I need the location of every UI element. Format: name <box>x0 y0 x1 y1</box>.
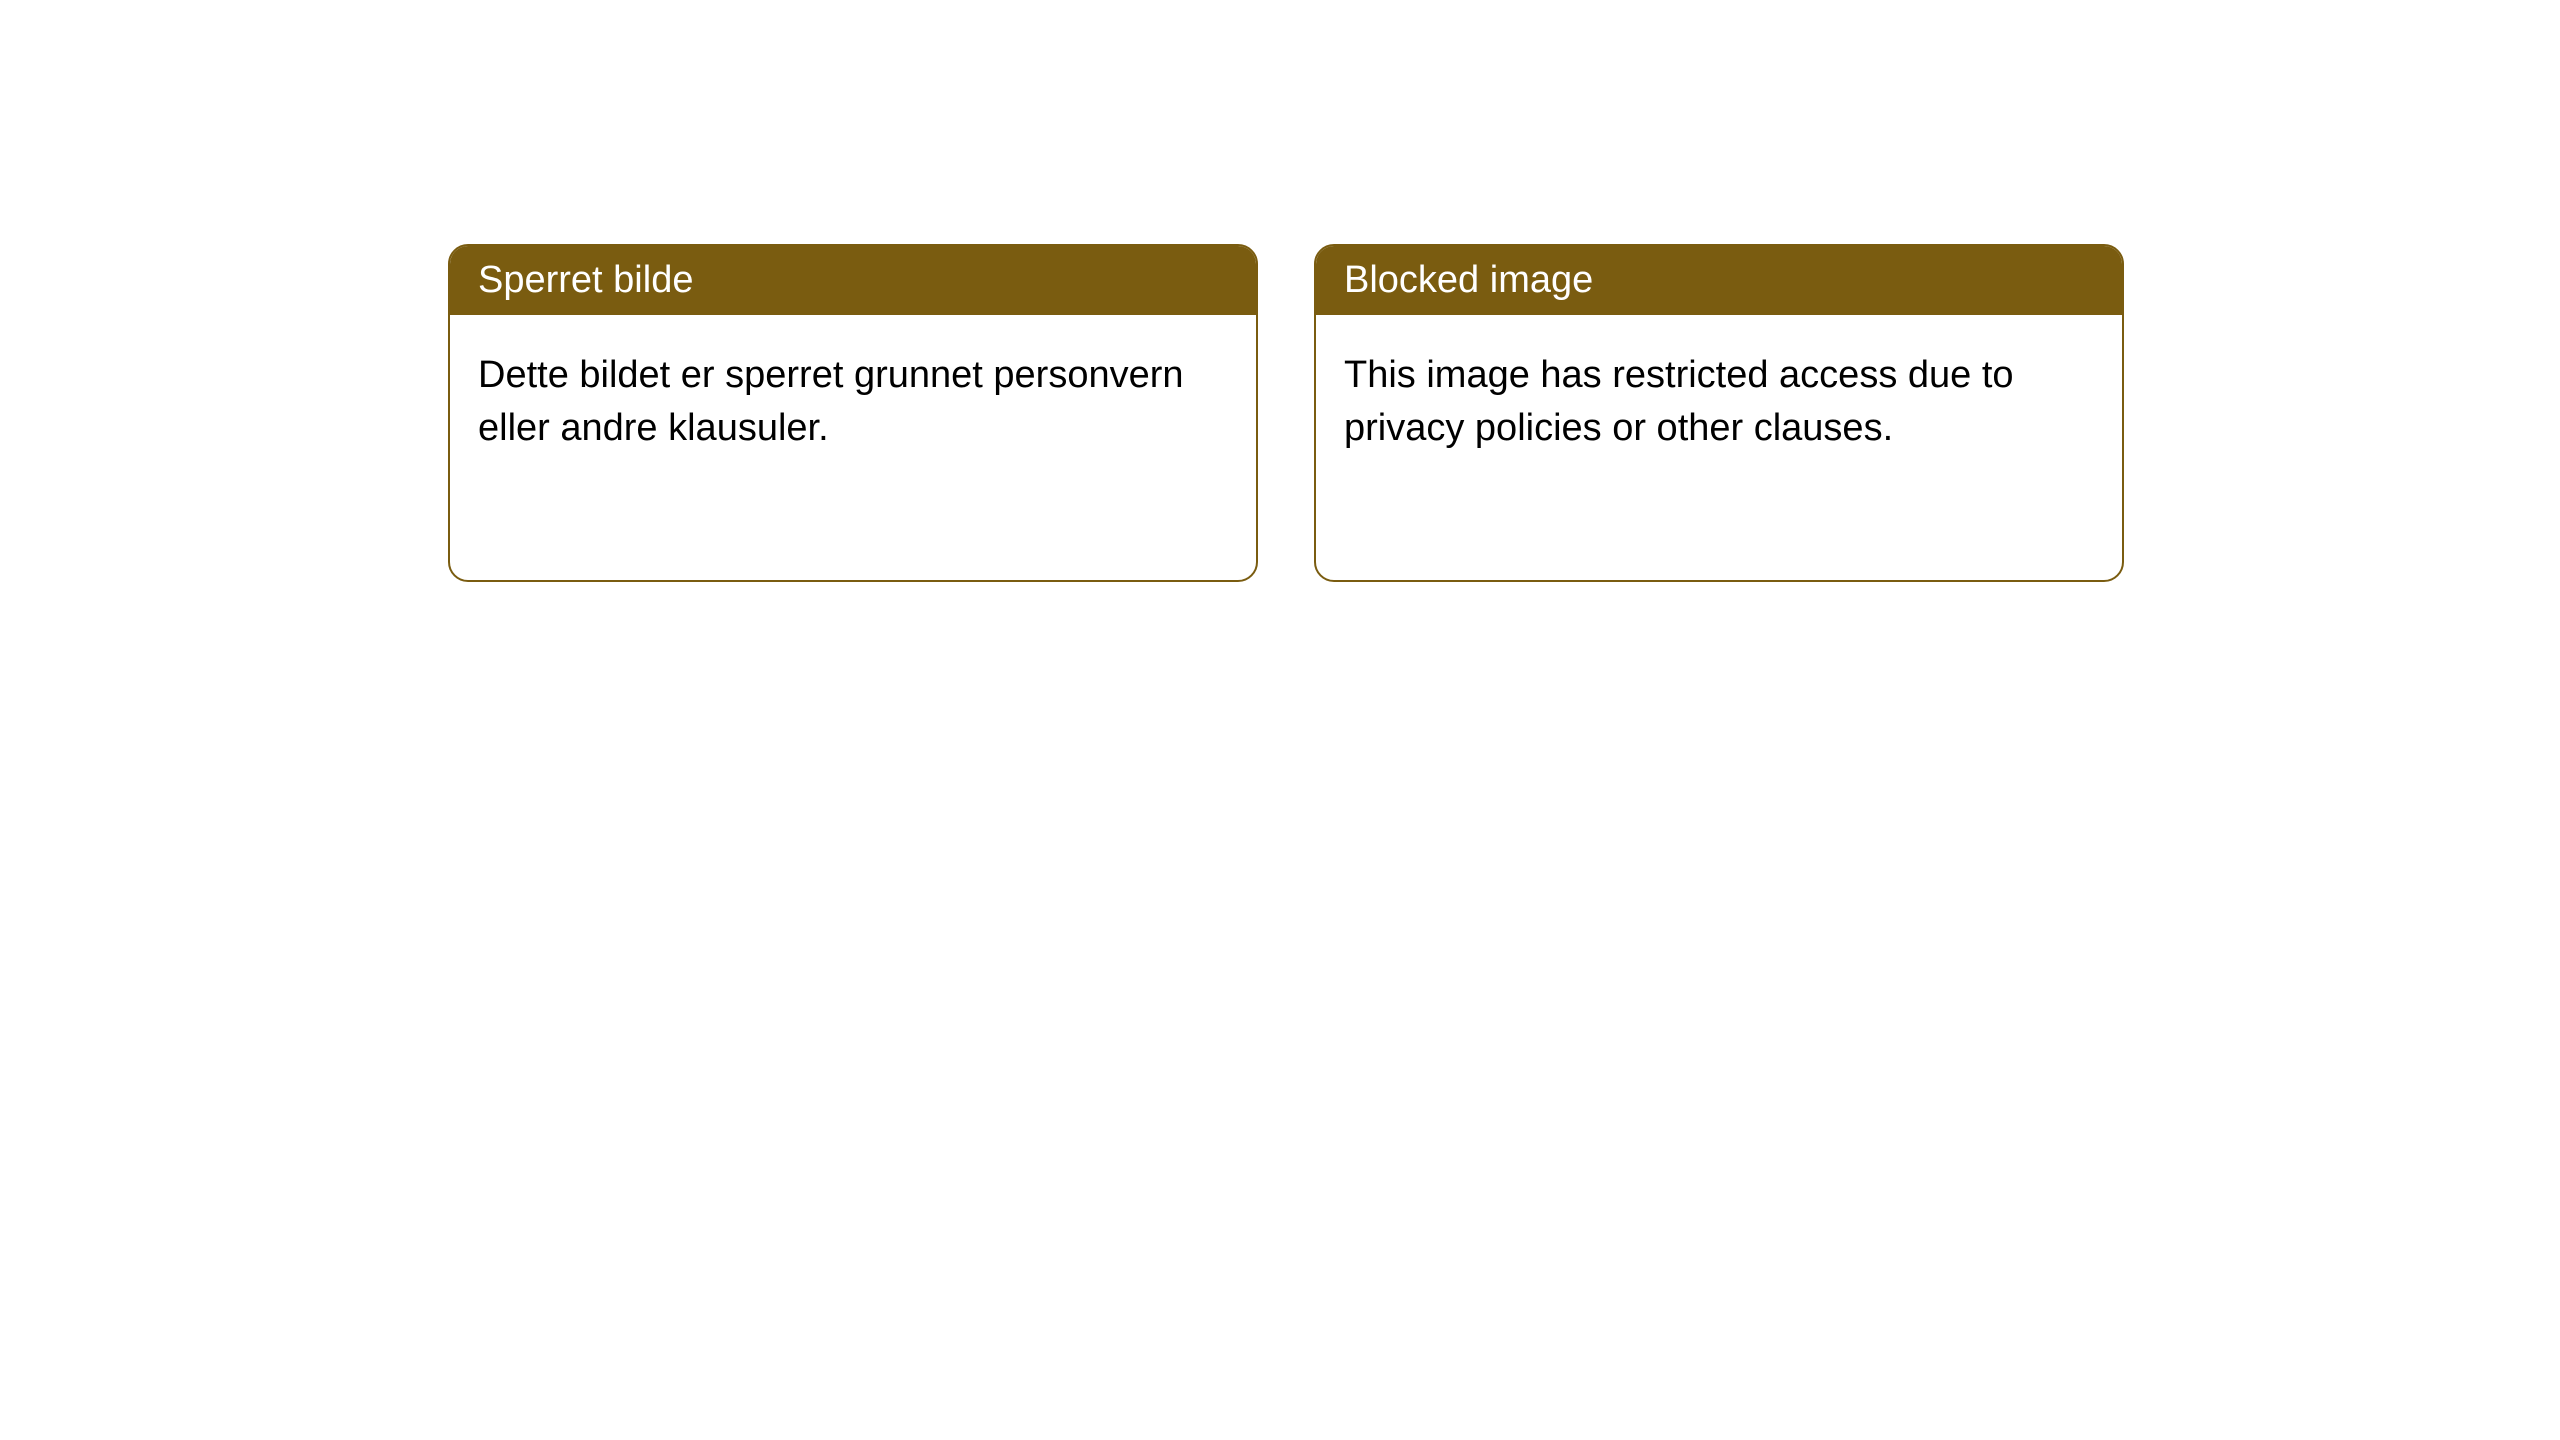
card-title-en: Blocked image <box>1344 259 1593 301</box>
card-header-no: Sperret bilde <box>450 246 1256 315</box>
blocked-image-card-en: Blocked image This image has restricted … <box>1314 244 2124 582</box>
card-message-no: Dette bildet er sperret grunnet personve… <box>478 354 1184 448</box>
card-message-en: This image has restricted access due to … <box>1344 354 2014 448</box>
card-body-no: Dette bildet er sperret grunnet personve… <box>450 315 1256 488</box>
notice-container: Sperret bilde Dette bildet er sperret gr… <box>0 0 2560 582</box>
card-header-en: Blocked image <box>1316 246 2122 315</box>
card-title-no: Sperret bilde <box>478 259 693 301</box>
blocked-image-card-no: Sperret bilde Dette bildet er sperret gr… <box>448 244 1258 582</box>
card-body-en: This image has restricted access due to … <box>1316 315 2122 488</box>
